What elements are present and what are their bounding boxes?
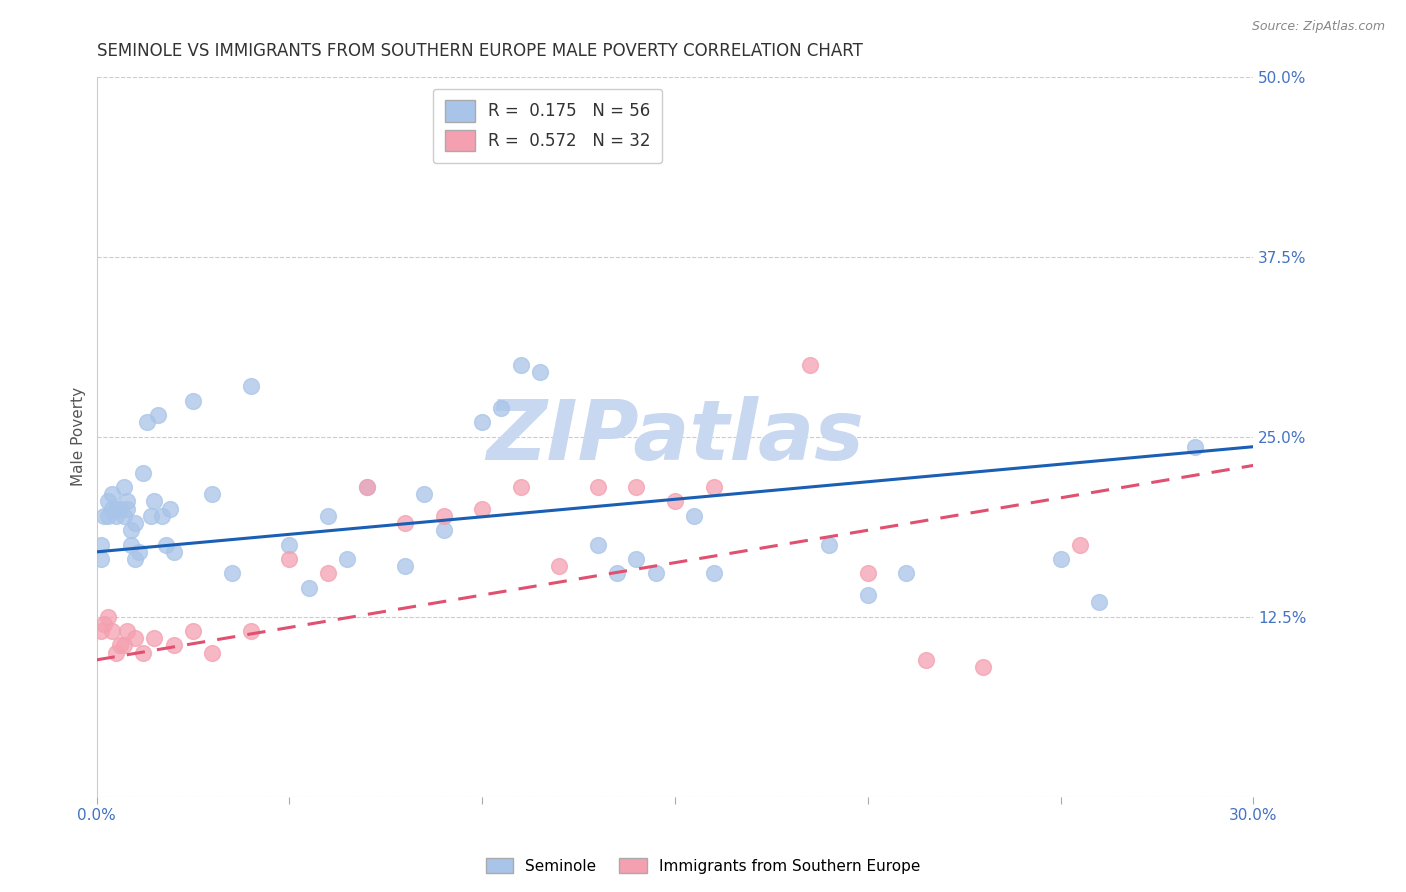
- Point: [278, 538, 301, 552]
- Point: [239, 624, 262, 638]
- Point: [644, 566, 666, 581]
- Point: [278, 552, 301, 566]
- Point: [491, 401, 513, 415]
- Point: [101, 487, 124, 501]
- Point: [163, 639, 186, 653]
- Point: [104, 508, 127, 523]
- Point: [471, 415, 494, 429]
- Point: [702, 566, 724, 581]
- Point: [239, 379, 262, 393]
- Point: [529, 365, 551, 379]
- Point: [163, 545, 186, 559]
- Point: [132, 466, 155, 480]
- Point: [108, 639, 131, 653]
- Legend: R =  0.175   N = 56, R =  0.572   N = 32: R = 0.175 N = 56, R = 0.572 N = 32: [433, 88, 662, 163]
- Point: [143, 632, 166, 646]
- Text: ZIPatlas: ZIPatlas: [486, 396, 863, 477]
- Text: SEMINOLE VS IMMIGRANTS FROM SOUTHERN EUROPE MALE POVERTY CORRELATION CHART: SEMINOLE VS IMMIGRANTS FROM SOUTHERN EUR…: [97, 42, 862, 60]
- Point: [799, 358, 821, 372]
- Point: [112, 639, 135, 653]
- Point: [143, 494, 166, 508]
- Point: [150, 508, 173, 523]
- Point: [97, 508, 120, 523]
- Point: [856, 566, 879, 581]
- Point: [155, 538, 177, 552]
- Point: [148, 408, 170, 422]
- Point: [93, 508, 115, 523]
- Point: [181, 393, 204, 408]
- Point: [606, 566, 628, 581]
- Point: [124, 552, 146, 566]
- Point: [108, 501, 131, 516]
- Point: [97, 609, 120, 624]
- Point: [128, 545, 150, 559]
- Point: [356, 480, 378, 494]
- Point: [1049, 552, 1071, 566]
- Point: [201, 646, 224, 660]
- Point: [586, 538, 609, 552]
- Point: [856, 588, 879, 602]
- Point: [124, 516, 146, 530]
- Point: [664, 494, 686, 508]
- Point: [1184, 440, 1206, 454]
- Point: [298, 581, 321, 595]
- Point: [394, 559, 416, 574]
- Point: [972, 660, 994, 674]
- Point: [626, 552, 648, 566]
- Point: [104, 501, 127, 516]
- Point: [702, 480, 724, 494]
- Point: [394, 516, 416, 530]
- Point: [101, 624, 124, 638]
- Point: [818, 538, 841, 552]
- Point: [120, 538, 142, 552]
- Y-axis label: Male Poverty: Male Poverty: [72, 387, 86, 486]
- Point: [1069, 538, 1091, 552]
- Point: [586, 480, 609, 494]
- Point: [117, 624, 139, 638]
- Point: [896, 566, 918, 581]
- Point: [201, 487, 224, 501]
- Point: [104, 646, 127, 660]
- Point: [316, 566, 339, 581]
- Point: [221, 566, 243, 581]
- Point: [93, 616, 115, 631]
- Point: [316, 508, 339, 523]
- Point: [683, 508, 706, 523]
- Point: [117, 494, 139, 508]
- Point: [548, 559, 571, 574]
- Point: [97, 494, 120, 508]
- Point: [132, 646, 155, 660]
- Text: Source: ZipAtlas.com: Source: ZipAtlas.com: [1251, 20, 1385, 33]
- Point: [112, 508, 135, 523]
- Point: [124, 632, 146, 646]
- Point: [433, 508, 456, 523]
- Point: [181, 624, 204, 638]
- Point: [89, 552, 111, 566]
- Point: [914, 653, 936, 667]
- Legend: Seminole, Immigrants from Southern Europe: Seminole, Immigrants from Southern Europ…: [479, 852, 927, 880]
- Point: [89, 538, 111, 552]
- Point: [433, 523, 456, 537]
- Point: [120, 523, 142, 537]
- Point: [509, 358, 531, 372]
- Point: [89, 624, 111, 638]
- Point: [112, 480, 135, 494]
- Point: [139, 508, 162, 523]
- Point: [413, 487, 436, 501]
- Point: [626, 480, 648, 494]
- Point: [101, 501, 124, 516]
- Point: [336, 552, 359, 566]
- Point: [356, 480, 378, 494]
- Point: [159, 501, 181, 516]
- Point: [509, 480, 531, 494]
- Point: [117, 501, 139, 516]
- Point: [1088, 595, 1111, 609]
- Point: [471, 501, 494, 516]
- Point: [135, 415, 157, 429]
